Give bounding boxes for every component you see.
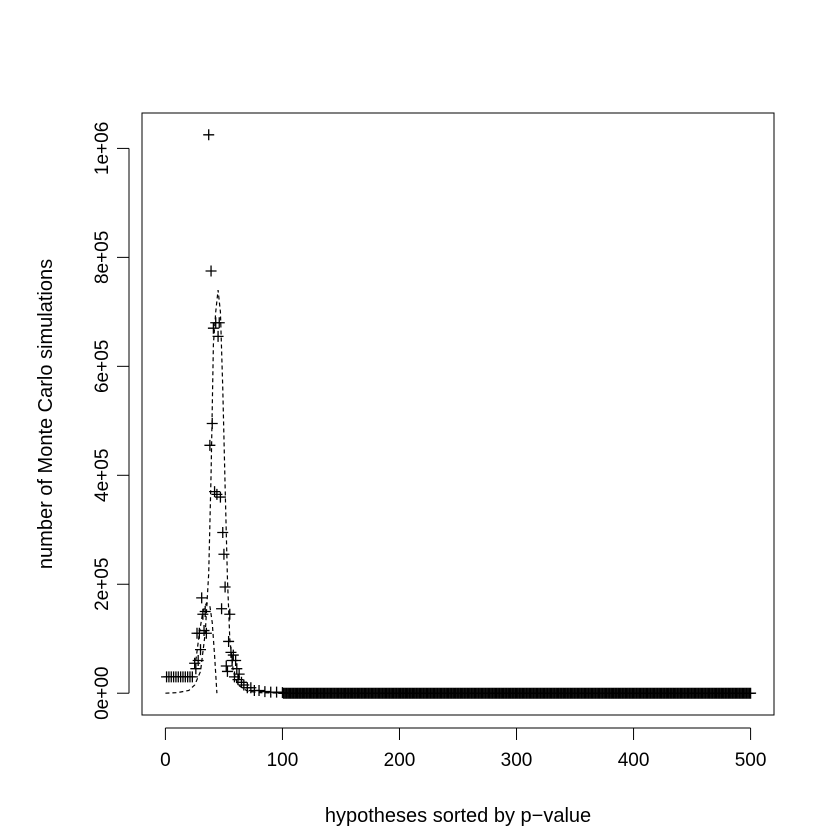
series-line <box>165 289 751 694</box>
data-point <box>186 671 198 683</box>
data-point <box>205 265 217 277</box>
y-tick-label: 2e+05 <box>92 558 113 611</box>
data-point <box>223 635 235 647</box>
data-point <box>235 676 247 688</box>
data-point <box>207 322 219 334</box>
data-point <box>200 627 212 639</box>
data-point <box>218 548 230 560</box>
data-point <box>745 687 757 699</box>
y-tick-label: 4e+05 <box>92 449 113 502</box>
series-line <box>195 602 218 694</box>
y-axis-title: number of Monte Carlo simulations <box>35 259 57 569</box>
data-point <box>190 663 202 675</box>
x-axis: 0 100 200 300 400 500 <box>160 727 767 771</box>
x-tick-label: 200 <box>384 750 416 771</box>
data-point <box>203 129 215 141</box>
data-point <box>220 660 232 672</box>
y-tick-label: 6e+05 <box>92 340 113 393</box>
data-point <box>219 581 231 593</box>
dashed-curves <box>165 289 751 694</box>
data-point <box>217 526 229 538</box>
x-axis-title: hypotheses sorted by p−value <box>325 805 591 827</box>
x-tick-label: 500 <box>735 750 767 771</box>
scatter-series <box>161 129 757 699</box>
y-tick-label: 8e+05 <box>92 231 113 284</box>
x-tick-label: 300 <box>501 750 533 771</box>
data-point <box>233 668 245 680</box>
data-point <box>221 665 233 677</box>
x-tick-label: 100 <box>267 750 299 771</box>
data-point <box>224 608 236 620</box>
x-tick-label: 400 <box>618 750 650 771</box>
y-tick-label: 1e+06 <box>92 122 113 175</box>
data-point <box>213 317 225 329</box>
x-tick-label: 0 <box>160 750 171 771</box>
y-axis: 0e+00 2e+05 4e+05 6e+05 8e+05 1e+06 <box>92 122 130 720</box>
data-point <box>216 603 228 615</box>
data-point <box>253 684 265 696</box>
y-tick-label: 0e+00 <box>92 667 113 720</box>
data-point <box>227 649 239 661</box>
data-point <box>196 592 208 604</box>
data-point <box>204 439 216 451</box>
plot-frame <box>141 112 775 716</box>
data-point <box>199 605 211 617</box>
data-point <box>214 491 226 503</box>
